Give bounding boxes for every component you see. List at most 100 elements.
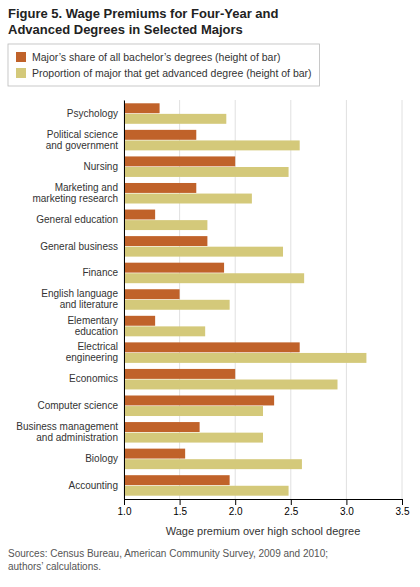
bar <box>124 459 302 469</box>
bar <box>124 326 205 336</box>
bar <box>124 220 207 230</box>
legend-label: Proportion of major that get advanced de… <box>32 67 312 79</box>
y-tick-label-line: Accounting <box>69 480 118 491</box>
legend-item: Major’s share of all bachelor’s degrees … <box>16 51 280 63</box>
annotation-line: Sources: Census Bureau, American Communi… <box>8 548 328 559</box>
y-tick-label: English languageand literature <box>41 288 118 310</box>
y-tick: Computer science <box>37 400 118 411</box>
grid-line <box>346 100 347 499</box>
bar <box>124 486 289 496</box>
y-tick-label: Economics <box>69 373 118 384</box>
annotation: Sources: Census Bureau, American Communi… <box>8 548 328 572</box>
y-tick-label: Accounting <box>69 480 118 491</box>
y-tick-label: Psychology <box>67 108 118 119</box>
title-line: Advanced Degrees in Selected Majors <box>8 22 243 37</box>
x-tick: 2.0 <box>229 499 243 517</box>
y-tick-label-line: Marketing and <box>55 182 118 193</box>
bar <box>124 263 224 273</box>
bar <box>124 433 263 443</box>
y-tick: Marketing andmarketing research <box>32 182 118 204</box>
y-tick: Business managementand administration <box>16 421 118 443</box>
grid-line <box>290 100 291 499</box>
bar <box>124 156 235 166</box>
title: Figure 5. Wage Premiums for Four-Year an… <box>8 6 278 37</box>
x-tick: 1.0 <box>118 499 132 517</box>
y-tick-label-line: Political science <box>47 129 119 140</box>
x-tick-mark <box>180 499 181 505</box>
x-tick: 1.5 <box>173 499 187 517</box>
y-tick-label-line: Nursing <box>84 161 118 172</box>
y-tick-label: Biology <box>85 453 118 464</box>
y-tick-label: Electricalengineering <box>66 341 118 363</box>
bar <box>124 140 300 150</box>
bar <box>124 103 160 113</box>
y-tick-label-line: and literature <box>60 299 119 310</box>
y-tick-label: Marketing andmarketing research <box>32 182 118 204</box>
x-tick-label: 1.5 <box>173 506 187 517</box>
y-tick-label-line: Finance <box>82 267 118 278</box>
bar <box>124 236 207 246</box>
y-tick-label-line: Psychology <box>67 108 118 119</box>
bar <box>124 316 155 326</box>
bar <box>124 353 366 363</box>
y-tick-label: General education <box>36 214 118 225</box>
x-axis: 1.0 1.5 2.0 2.5 3.0 3.5 <box>118 499 410 517</box>
bar <box>124 300 230 310</box>
y-tick-label: Elementaryeducation <box>67 315 118 337</box>
y-axis: Psychology Political scienceand governmen… <box>16 101 124 500</box>
bar <box>124 194 252 204</box>
bar <box>124 369 235 379</box>
y-tick-label-line: education <box>75 326 118 337</box>
bar <box>124 167 289 177</box>
series <box>124 114 366 496</box>
y-tick-label: General business <box>40 241 118 252</box>
x-tick-label: 1.0 <box>118 506 132 517</box>
y-tick-label-line: Electrical <box>77 341 118 352</box>
x-axis-title: Wage premium over high school degree <box>166 525 361 537</box>
y-tick: Finance <box>82 267 118 278</box>
y-tick-label-line: Computer science <box>37 400 118 411</box>
bar <box>124 406 263 416</box>
x-tick-label: 3.0 <box>340 506 354 517</box>
y-tick-label-line: Biology <box>85 453 118 464</box>
series <box>124 103 300 485</box>
title-line: Figure 5. Wage Premiums for Four-Year an… <box>8 6 278 21</box>
y-tick: Accounting <box>69 480 118 491</box>
bar <box>124 130 196 140</box>
legend-item: Proportion of major that get advanced de… <box>16 67 312 79</box>
grid-line <box>124 100 125 499</box>
y-tick-label-line: English language <box>41 288 118 299</box>
y-tick: Electricalengineering <box>66 341 118 363</box>
x-tick: 2.5 <box>284 499 298 517</box>
x-axis-line <box>125 500 403 506</box>
chart: Figure 5. Wage Premiums for Four-Year an… <box>0 0 420 587</box>
y-tick-label-line: and administration <box>36 432 118 443</box>
y-tick-label-line: Business management <box>16 421 118 432</box>
x-tick-mark <box>346 499 347 505</box>
y-tick: General education <box>36 214 118 225</box>
bars <box>124 103 366 495</box>
y-tick: Biology <box>85 453 118 464</box>
x-tick: 3.5 <box>396 499 410 517</box>
bar <box>124 183 196 193</box>
y-tick-label-line: Elementary <box>67 315 118 326</box>
y-tick-label-line: General education <box>36 214 118 225</box>
bar <box>124 449 185 459</box>
y-axis-line <box>124 101 125 500</box>
x-tick-label: 3.5 <box>396 506 410 517</box>
y-tick-label-line: General business <box>40 241 118 252</box>
bar <box>124 114 226 124</box>
x-tick: 3.0 <box>340 499 354 517</box>
legend-box <box>8 44 320 86</box>
bar <box>124 422 200 432</box>
legend-swatch <box>16 68 26 78</box>
bar <box>124 475 230 485</box>
bar <box>124 380 338 390</box>
x-tick-mark <box>402 499 403 505</box>
x-tick-mark <box>124 499 125 505</box>
x-tick-label: 2.5 <box>284 506 298 517</box>
y-tick: Psychology <box>67 108 118 119</box>
annotation-line: authors’ calculations. <box>8 561 101 572</box>
y-tick-label: Political scienceand government <box>46 129 119 151</box>
grid <box>124 100 402 499</box>
